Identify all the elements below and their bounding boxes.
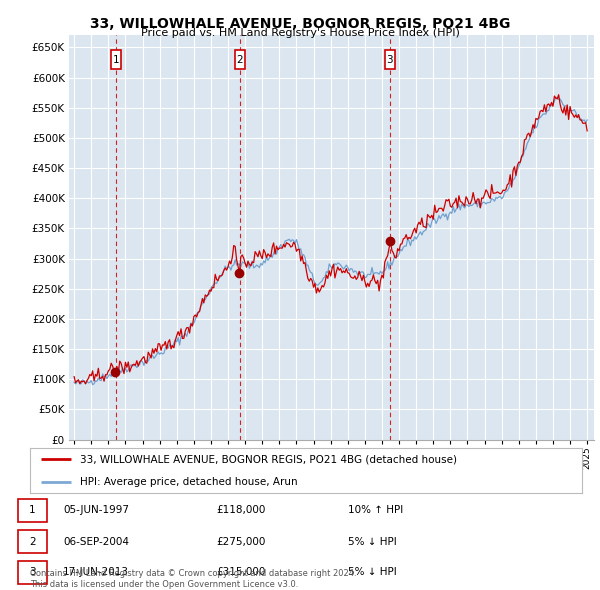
Text: 2: 2 [29,537,36,546]
Text: 5% ↓ HPI: 5% ↓ HPI [348,537,397,546]
Text: 3: 3 [386,54,393,64]
Text: 2: 2 [236,54,243,64]
Text: HPI: Average price, detached house, Arun: HPI: Average price, detached house, Arun [80,477,298,487]
Text: 33, WILLOWHALE AVENUE, BOGNOR REGIS, PO21 4BG: 33, WILLOWHALE AVENUE, BOGNOR REGIS, PO2… [90,17,510,31]
Text: Price paid vs. HM Land Registry's House Price Index (HPI): Price paid vs. HM Land Registry's House … [140,28,460,38]
Text: 1: 1 [29,506,36,515]
Text: 1: 1 [113,54,119,64]
Text: 06-SEP-2004: 06-SEP-2004 [63,537,129,546]
Text: 33, WILLOWHALE AVENUE, BOGNOR REGIS, PO21 4BG (detached house): 33, WILLOWHALE AVENUE, BOGNOR REGIS, PO2… [80,454,457,464]
Text: £118,000: £118,000 [216,506,265,515]
Text: 5% ↓ HPI: 5% ↓ HPI [348,568,397,577]
Text: Contains HM Land Registry data © Crown copyright and database right 2024.
This d: Contains HM Land Registry data © Crown c… [30,569,356,589]
Text: 3: 3 [29,568,36,577]
Text: 10% ↑ HPI: 10% ↑ HPI [348,506,403,515]
FancyBboxPatch shape [385,50,395,69]
Text: 17-JUN-2013: 17-JUN-2013 [63,568,129,577]
Text: 05-JUN-1997: 05-JUN-1997 [63,506,129,515]
FancyBboxPatch shape [235,50,245,69]
Text: £275,000: £275,000 [216,537,265,546]
Text: £315,000: £315,000 [216,568,265,577]
FancyBboxPatch shape [111,50,121,69]
